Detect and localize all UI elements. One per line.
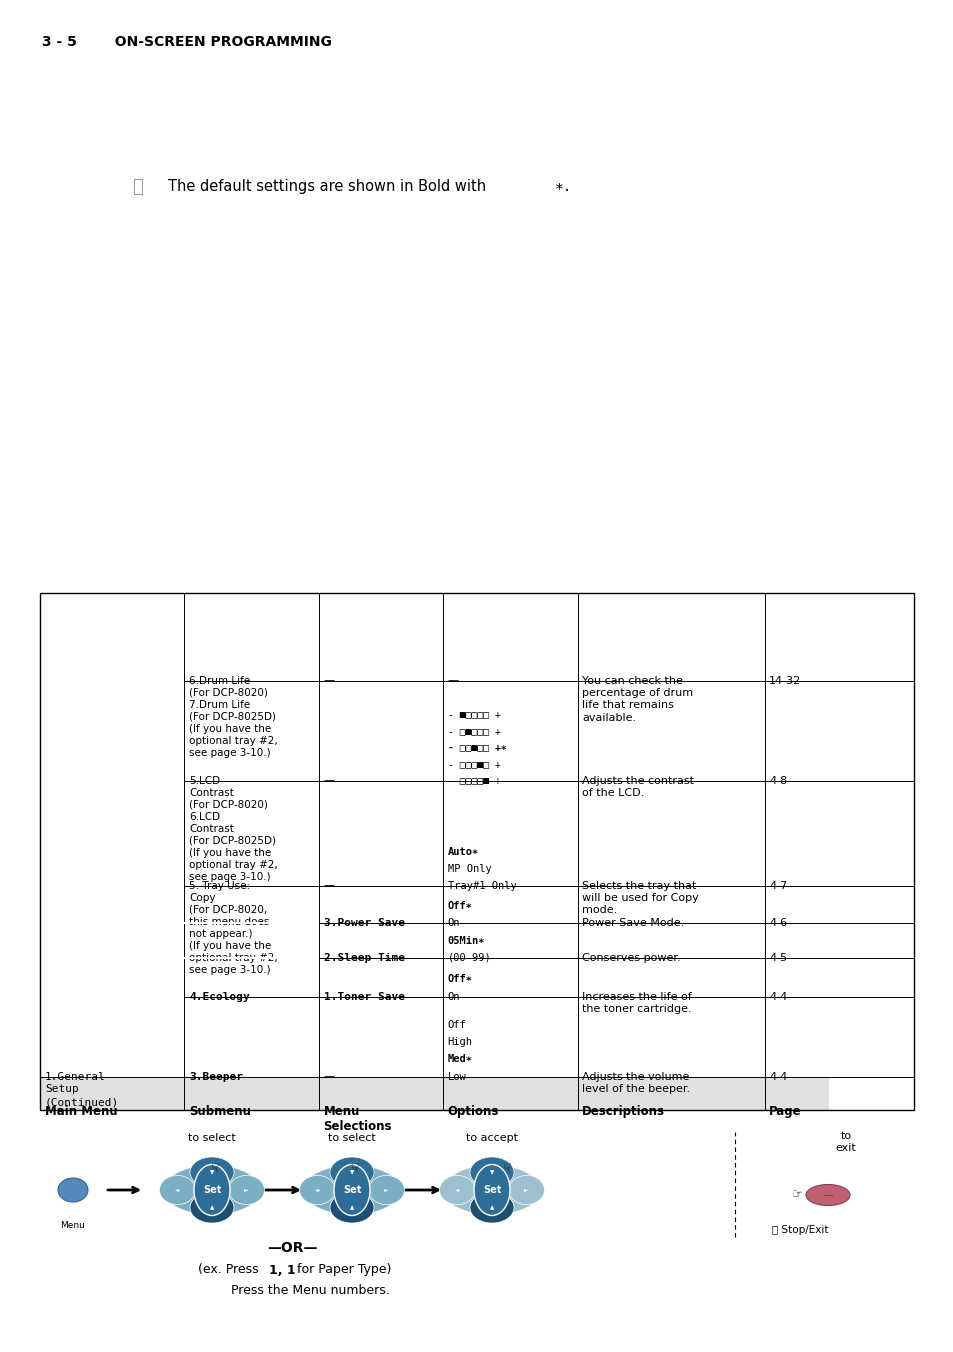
Text: to accept: to accept (465, 1133, 517, 1142)
Text: Off∗: Off∗ (447, 973, 472, 984)
Circle shape (193, 1164, 230, 1215)
Bar (442, 1078, 577, 1110)
Text: - □□□■□ +: - □□□■□ + (447, 758, 500, 769)
Text: ►: ► (524, 1187, 528, 1192)
Text: ▲: ▲ (489, 1205, 494, 1210)
Ellipse shape (159, 1175, 195, 1205)
Circle shape (474, 1164, 510, 1215)
Text: ▲: ▲ (210, 1205, 213, 1210)
Text: 1.Toner Save: 1.Toner Save (323, 991, 404, 1002)
Text: 2.Sleep Time: 2.Sleep Time (323, 953, 404, 963)
Ellipse shape (164, 1165, 260, 1214)
Text: Main Menu: Main Menu (45, 1105, 117, 1118)
Text: Increases the life of
the toner cartridge.: Increases the life of the toner cartridg… (581, 991, 691, 1014)
Text: ►: ► (244, 1187, 249, 1192)
Text: ☞: ☞ (345, 1163, 358, 1174)
Bar (318, 1078, 442, 1110)
Text: ☞: ☞ (68, 1159, 78, 1169)
Text: ►: ► (384, 1187, 388, 1192)
Bar (184, 1078, 318, 1110)
Ellipse shape (190, 1157, 233, 1188)
Text: On: On (447, 991, 459, 1002)
Ellipse shape (299, 1175, 335, 1205)
Text: to
exit: to exit (835, 1130, 856, 1153)
Text: (00-99): (00-99) (447, 953, 491, 963)
Text: ◄: ◄ (315, 1187, 319, 1192)
Ellipse shape (304, 1165, 399, 1214)
Text: Set: Set (203, 1184, 221, 1195)
Text: Press the Menu numbers.: Press the Menu numbers. (231, 1283, 389, 1297)
Text: ∗.: ∗. (555, 180, 572, 195)
Text: Set: Set (482, 1184, 500, 1195)
Text: The default settings are shown in Bold with: The default settings are shown in Bold w… (168, 180, 490, 195)
Text: - □□■□□ +∗: - □□■□□ +∗ (447, 742, 506, 753)
Text: 14-32: 14-32 (768, 676, 801, 685)
Text: Auto∗: Auto∗ (447, 846, 478, 857)
Text: ☞: ☞ (205, 1163, 218, 1174)
Text: 3.Power Save: 3.Power Save (323, 918, 404, 927)
Text: Tray#1 Only: Tray#1 Only (447, 880, 516, 891)
Ellipse shape (229, 1175, 264, 1205)
Text: 1, 1: 1, 1 (269, 1264, 295, 1276)
Text: 4.Ecology: 4.Ecology (189, 991, 250, 1002)
Text: —: — (447, 676, 458, 685)
Bar (763, 1078, 828, 1110)
Text: —OR—: —OR— (267, 1241, 316, 1255)
Text: Off: Off (447, 1019, 466, 1030)
Ellipse shape (368, 1175, 404, 1205)
Ellipse shape (470, 1192, 514, 1224)
Text: 4-4: 4-4 (768, 1072, 787, 1082)
Text: ☞: ☞ (792, 1188, 802, 1202)
Ellipse shape (439, 1175, 475, 1205)
Text: MP Only: MP Only (447, 864, 491, 873)
Text: 4-5: 4-5 (768, 953, 786, 963)
Text: 5.LCD
Contrast
(For DCP-8020)
6.LCD
Contrast
(For DCP-8025D)
(If you have the
op: 5.LCD Contrast (For DCP-8020) 6.LCD Cont… (189, 776, 277, 882)
Text: Options: Options (447, 1105, 498, 1118)
Ellipse shape (190, 1192, 233, 1224)
Text: Conserves power.: Conserves power. (581, 953, 680, 963)
Ellipse shape (470, 1157, 514, 1188)
Text: Set: Set (342, 1184, 361, 1195)
Text: - □■□□□ +: - □■□□□ + (447, 726, 500, 735)
Text: 6.Drum Life
(For DCP-8020)
7.Drum Life
(For DCP-8025D)
(If you have the
optional: 6.Drum Life (For DCP-8020) 7.Drum Life (… (189, 676, 277, 757)
Text: for Paper Type): for Paper Type) (293, 1264, 391, 1276)
Text: ▼: ▼ (350, 1169, 354, 1175)
Text: Menu
Selections: Menu Selections (323, 1105, 392, 1133)
Text: ON-SCREEN PROGRAMMING: ON-SCREEN PROGRAMMING (105, 35, 332, 49)
Text: Descriptions: Descriptions (581, 1105, 664, 1118)
Bar (40, 594, 913, 1110)
Text: 3 - 5: 3 - 5 (42, 35, 77, 49)
Ellipse shape (330, 1192, 374, 1224)
Text: ◄: ◄ (175, 1187, 179, 1192)
Text: 3.Beeper: 3.Beeper (189, 1072, 243, 1082)
Text: Selects the tray that
will be used for Copy
mode.: Selects the tray that will be used for C… (581, 880, 699, 915)
Text: ▼: ▼ (489, 1169, 494, 1175)
Ellipse shape (805, 1184, 849, 1206)
Text: —: — (323, 880, 335, 891)
Ellipse shape (330, 1157, 374, 1188)
Text: 4-7: 4-7 (768, 880, 787, 891)
Text: Ⓢ Stop/Exit: Ⓢ Stop/Exit (771, 1225, 827, 1234)
Text: Adjusts the contrast
of the LCD.: Adjusts the contrast of the LCD. (581, 776, 694, 798)
Text: 5. Tray Use:
Copy
(For DCP-8020,
this menu does
not appear.)
(If you have the
op: 5. Tray Use: Copy (For DCP-8020, this me… (189, 880, 277, 975)
Text: to select: to select (188, 1133, 235, 1142)
Text: (ex. Press: (ex. Press (198, 1264, 262, 1276)
Text: ☞: ☞ (497, 1163, 510, 1174)
Text: 4-6: 4-6 (768, 918, 786, 927)
Text: Power Save Mode.: Power Save Mode. (581, 918, 684, 927)
Text: —: — (323, 776, 335, 786)
Text: - ■□□□□ +: - ■□□□□ + (447, 710, 500, 719)
Text: 📋: 📋 (132, 178, 143, 196)
Text: You can check the
percentage of drum
life that remains
available.: You can check the percentage of drum lif… (581, 676, 693, 723)
Circle shape (334, 1164, 370, 1215)
Text: —: — (323, 676, 335, 685)
Bar (577, 1078, 763, 1110)
Text: On: On (447, 918, 459, 927)
Text: Menu: Menu (60, 1221, 86, 1230)
Text: to select: to select (328, 1133, 375, 1142)
Text: 05Min∗: 05Min∗ (447, 936, 485, 945)
Text: 1.General
Setup
(Continued): 1.General Setup (Continued) (45, 1072, 119, 1107)
Text: Off∗: Off∗ (447, 900, 472, 911)
Text: Submenu: Submenu (189, 1105, 251, 1118)
Text: - □□□□■ +: - □□□□■ + (447, 776, 500, 786)
